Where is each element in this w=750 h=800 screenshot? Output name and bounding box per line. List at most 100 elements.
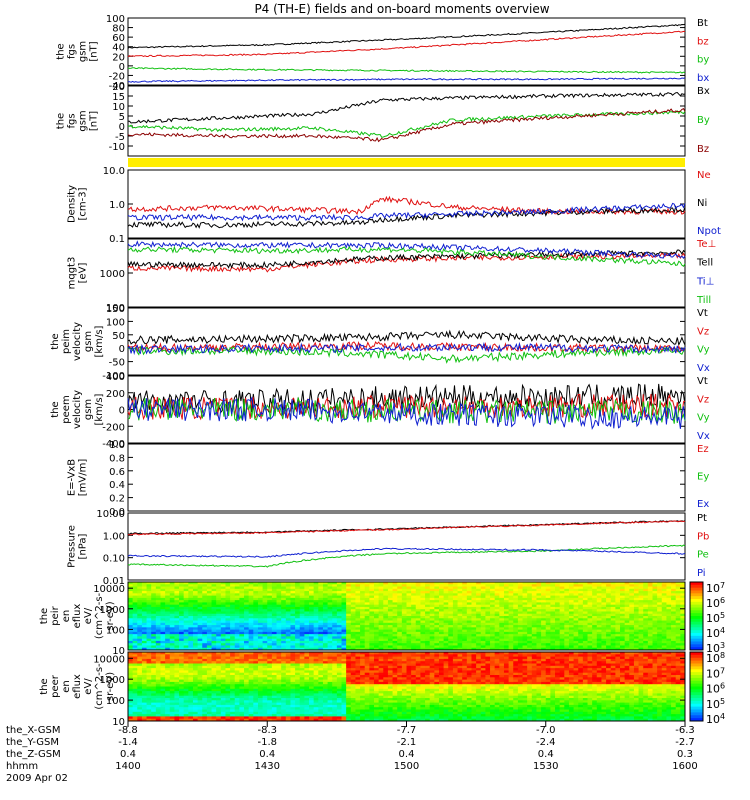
heatmap-cell [624,616,630,619]
heatmap-cell [141,688,148,692]
heatmap-cell [397,625,403,628]
heatmap-cell [517,582,524,585]
heatmap-cell [341,584,347,588]
heatmap-cell [559,597,565,601]
heatmap-cell [290,656,296,660]
heatmap-cell [610,588,616,592]
heatmap-cell [675,647,681,651]
heatmap-cell [206,636,213,640]
heatmap-cell [350,631,356,635]
heatmap-cell [364,636,370,640]
heatmap-cell [652,627,658,631]
heatmap-cell [197,704,203,708]
heatmap-cell [202,625,208,628]
heatmap-cell [216,677,222,681]
heatmap-cell [253,647,259,651]
heatmap-cell [169,588,175,592]
heatmap-cell [169,616,175,619]
heatmap-cell [383,604,389,608]
heatmap-cell [406,611,412,615]
heatmap-cell [262,698,268,701]
heatmap-cell [183,597,189,601]
heatmap-cell [434,627,440,631]
heatmap-cell [128,670,134,674]
heatmap-cell [290,609,296,612]
heatmap-cell [169,684,175,687]
heatmap-cell [225,636,231,640]
heatmap-cell [179,636,185,640]
heatmap-cell [425,584,431,588]
heatmap-cell [573,597,579,601]
heatmap-cell [160,677,166,681]
heatmap-cell [313,609,319,612]
heatmap-cell [248,616,254,619]
y-tick-label: -20 [109,71,125,82]
heatmap-cell [559,593,565,597]
heatmap-cell [411,625,417,628]
heatmap-cell [216,638,222,642]
heatmap-cell [476,629,482,633]
heatmap-cell [545,618,551,622]
heatmap-cell [657,586,663,590]
heatmap-cell [420,609,426,612]
heatmap-cell [141,645,148,649]
heatmap-cell [290,679,296,683]
heatmap-cell [457,645,463,649]
heatmap-cell [629,591,635,594]
heatmap-cell [271,675,278,678]
heatmap-cell [211,616,217,619]
heatmap-cell [578,631,584,635]
heatmap-cell [276,595,282,599]
heatmap-cell [206,656,213,660]
heatmap-cell [281,684,287,687]
heatmap-cell [452,625,459,628]
heatmap-cell [253,616,259,619]
heatmap-cell [378,631,384,635]
heatmap-cell [587,609,593,612]
heatmap-cell [151,654,157,658]
heatmap-cell [290,652,296,655]
heatmap-cell [271,611,278,615]
heatmap-cell [216,688,222,692]
heatmap-cell [374,588,380,592]
heatmap-cell [429,602,435,606]
heatmap-cell [601,627,607,631]
heatmap-cell [568,636,575,640]
heatmap-cell [262,588,268,592]
heatmap-cell [360,604,366,608]
heatmap-cell [253,634,259,637]
heatmap-cell [438,591,445,594]
heatmap-cell [434,645,440,649]
heatmap-cell [146,670,152,674]
heatmap-cell [425,643,431,646]
heatmap-cell [620,591,626,594]
heatmap-cell [155,711,161,715]
heatmap-cell [281,606,287,610]
heatmap-cell [151,670,157,674]
heatmap-cell [179,668,185,671]
heatmap-cell [652,640,658,644]
heatmap-cell [299,661,305,664]
heatmap-cell [457,636,463,640]
y-axis-label: eV/ [83,607,94,624]
heatmap-cell [550,602,556,606]
heatmap-cell [179,634,185,637]
heatmap-cell [638,591,644,594]
heatmap-cell [151,700,157,704]
heatmap-cell [318,582,324,585]
heatmap-cell [378,627,384,631]
heatmap-cell [216,686,222,690]
heatmap-cell [206,645,213,649]
heatmap-cell [401,618,407,622]
heatmap-cell [230,586,236,590]
heatmap-cell [457,620,463,624]
heatmap-cell [295,663,301,667]
heatmap-cell [541,629,547,633]
heatmap-cell [531,597,537,601]
heatmap-cell [299,611,305,615]
heatmap-cell [276,658,282,662]
heatmap-cell [559,606,565,610]
heatmap-cell [573,586,579,590]
heatmap-cell [174,668,180,671]
